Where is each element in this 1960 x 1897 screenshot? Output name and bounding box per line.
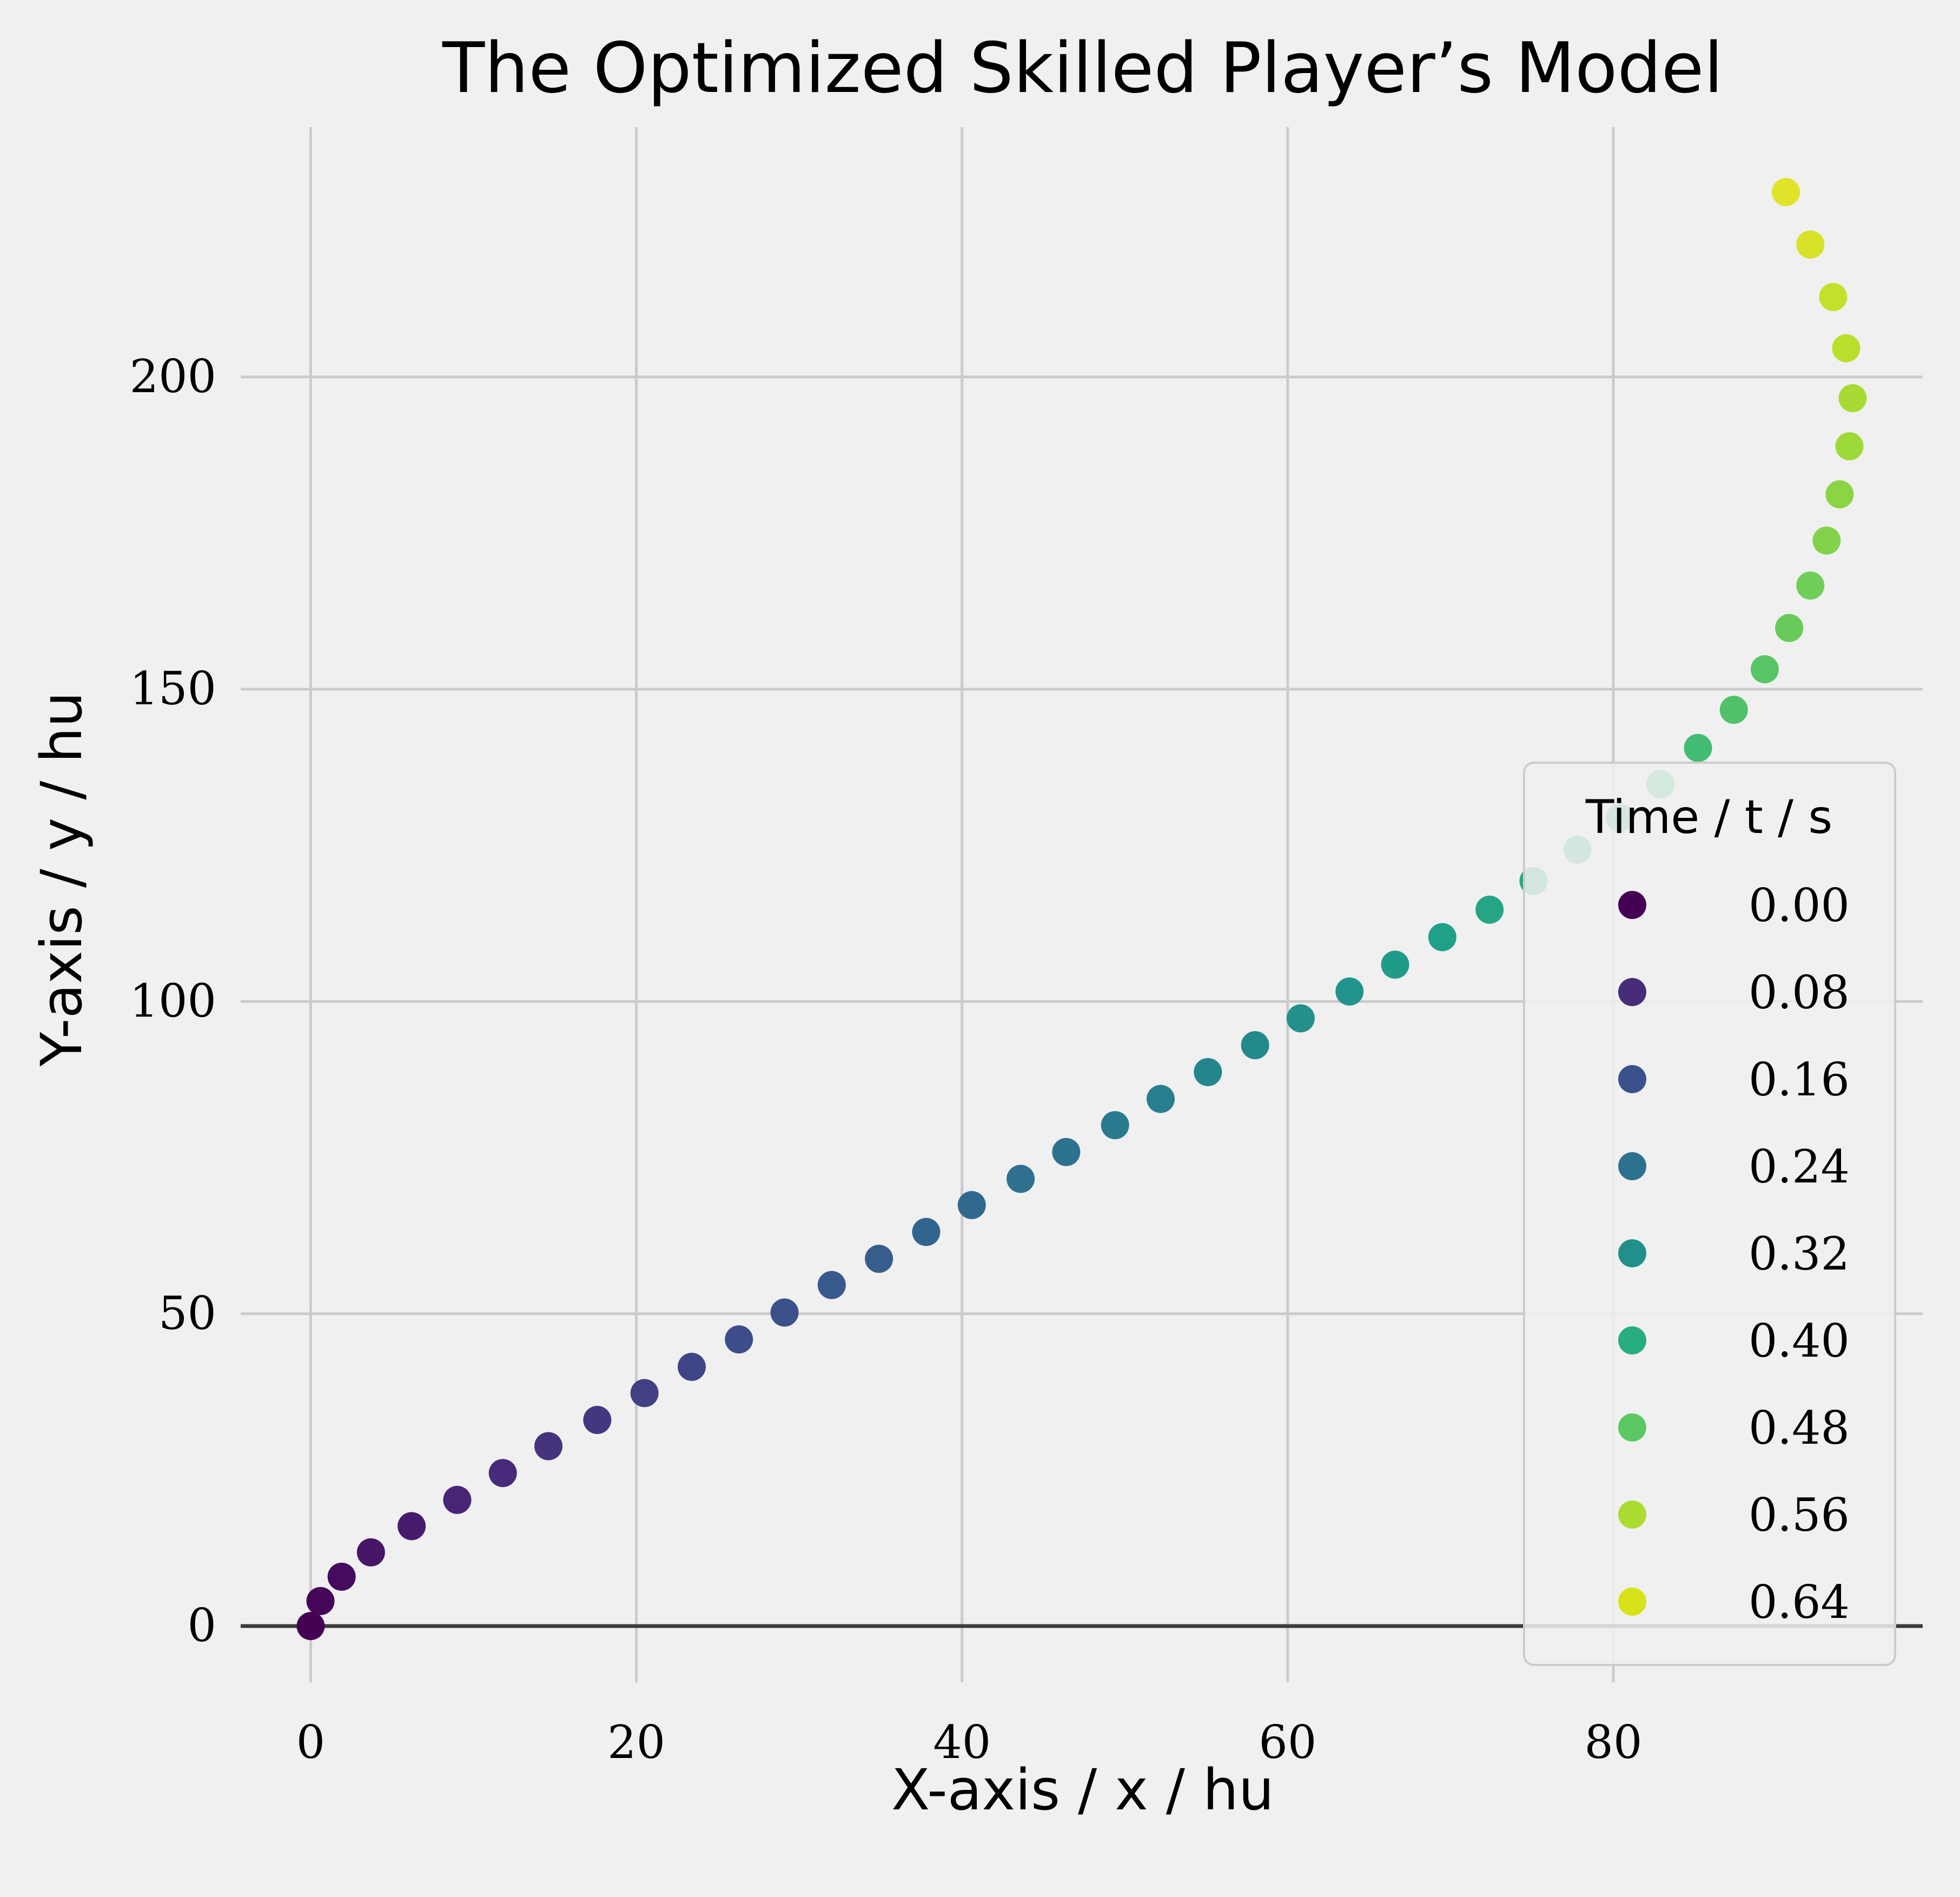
legend-marker	[1618, 1588, 1646, 1616]
x-tick-label: 0	[296, 1716, 325, 1769]
data-point	[534, 1432, 562, 1460]
data-point	[958, 1191, 986, 1219]
data-point	[1836, 432, 1864, 460]
legend-marker	[1618, 891, 1646, 919]
x-tick-label: 20	[607, 1716, 665, 1769]
y-axis-label: Y-axis / y / hu	[29, 692, 95, 1067]
data-point	[865, 1245, 893, 1273]
legend-label: 0.08	[1749, 966, 1850, 1019]
data-point	[489, 1459, 517, 1487]
legend-label: 0.32	[1749, 1227, 1850, 1280]
y-tick-label: 50	[158, 1287, 216, 1340]
x-tick-label: 80	[1585, 1716, 1643, 1769]
data-point	[1720, 696, 1748, 724]
y-tick-label: 150	[130, 662, 216, 715]
data-point	[1832, 334, 1860, 362]
data-point	[1825, 480, 1853, 508]
data-point	[328, 1563, 356, 1591]
legend-marker	[1618, 1239, 1646, 1267]
legend-label: 0.40	[1749, 1314, 1850, 1367]
data-point	[1381, 950, 1409, 979]
y-tick-label: 200	[130, 350, 216, 403]
data-point	[1819, 283, 1847, 311]
data-point	[307, 1587, 335, 1615]
chart-title: The Optimized Skilled Player’s Model	[442, 28, 1723, 109]
legend-marker	[1618, 1152, 1646, 1180]
data-point	[296, 1612, 325, 1640]
legend: Time / t / s 0.00 0.08 0.16 0.24 0.32 0.40 0.4…	[1524, 763, 1895, 1665]
data-point	[398, 1512, 426, 1540]
data-point	[631, 1379, 659, 1407]
data-point	[1052, 1138, 1080, 1166]
data-point	[678, 1353, 706, 1381]
data-point	[1796, 230, 1824, 259]
legend-marker	[1618, 1065, 1646, 1093]
data-point	[1101, 1111, 1129, 1139]
data-point	[1147, 1085, 1175, 1113]
data-point	[771, 1298, 799, 1326]
data-point	[1775, 614, 1803, 642]
data-point	[1812, 526, 1840, 554]
data-point	[725, 1325, 753, 1353]
legend-label: 0.48	[1749, 1402, 1850, 1455]
data-point	[1475, 896, 1504, 924]
data-point	[1335, 977, 1363, 1006]
legend-label: 0.56	[1749, 1489, 1850, 1542]
data-point	[912, 1218, 940, 1246]
legend-label: 0.24	[1749, 1140, 1850, 1193]
data-point	[1194, 1058, 1222, 1086]
data-point	[818, 1271, 846, 1299]
y-tick-label: 100	[130, 974, 216, 1027]
x-axis-label: X-axis / x / hu	[891, 1757, 1274, 1823]
data-point	[1839, 384, 1867, 412]
data-point	[583, 1406, 611, 1434]
data-point	[443, 1486, 471, 1514]
data-point	[1241, 1031, 1269, 1059]
data-point	[1007, 1165, 1035, 1193]
data-point	[1796, 571, 1824, 599]
legend-marker	[1618, 978, 1646, 1006]
data-point	[1684, 734, 1712, 762]
y-tick-label: 0	[188, 1599, 216, 1652]
legend-marker	[1618, 1501, 1646, 1529]
data-point	[1287, 1004, 1315, 1033]
data-point	[357, 1538, 385, 1566]
legend-marker	[1618, 1326, 1646, 1354]
data-point	[1428, 923, 1456, 951]
data-point	[1772, 178, 1800, 206]
data-point	[1751, 655, 1779, 683]
legend-label: 0.00	[1749, 879, 1850, 932]
legend-label: 0.64	[1749, 1576, 1850, 1629]
legend-title: Time / t / s	[1585, 790, 1832, 844]
legend-label: 0.16	[1749, 1053, 1850, 1106]
legend-marker	[1618, 1413, 1646, 1442]
